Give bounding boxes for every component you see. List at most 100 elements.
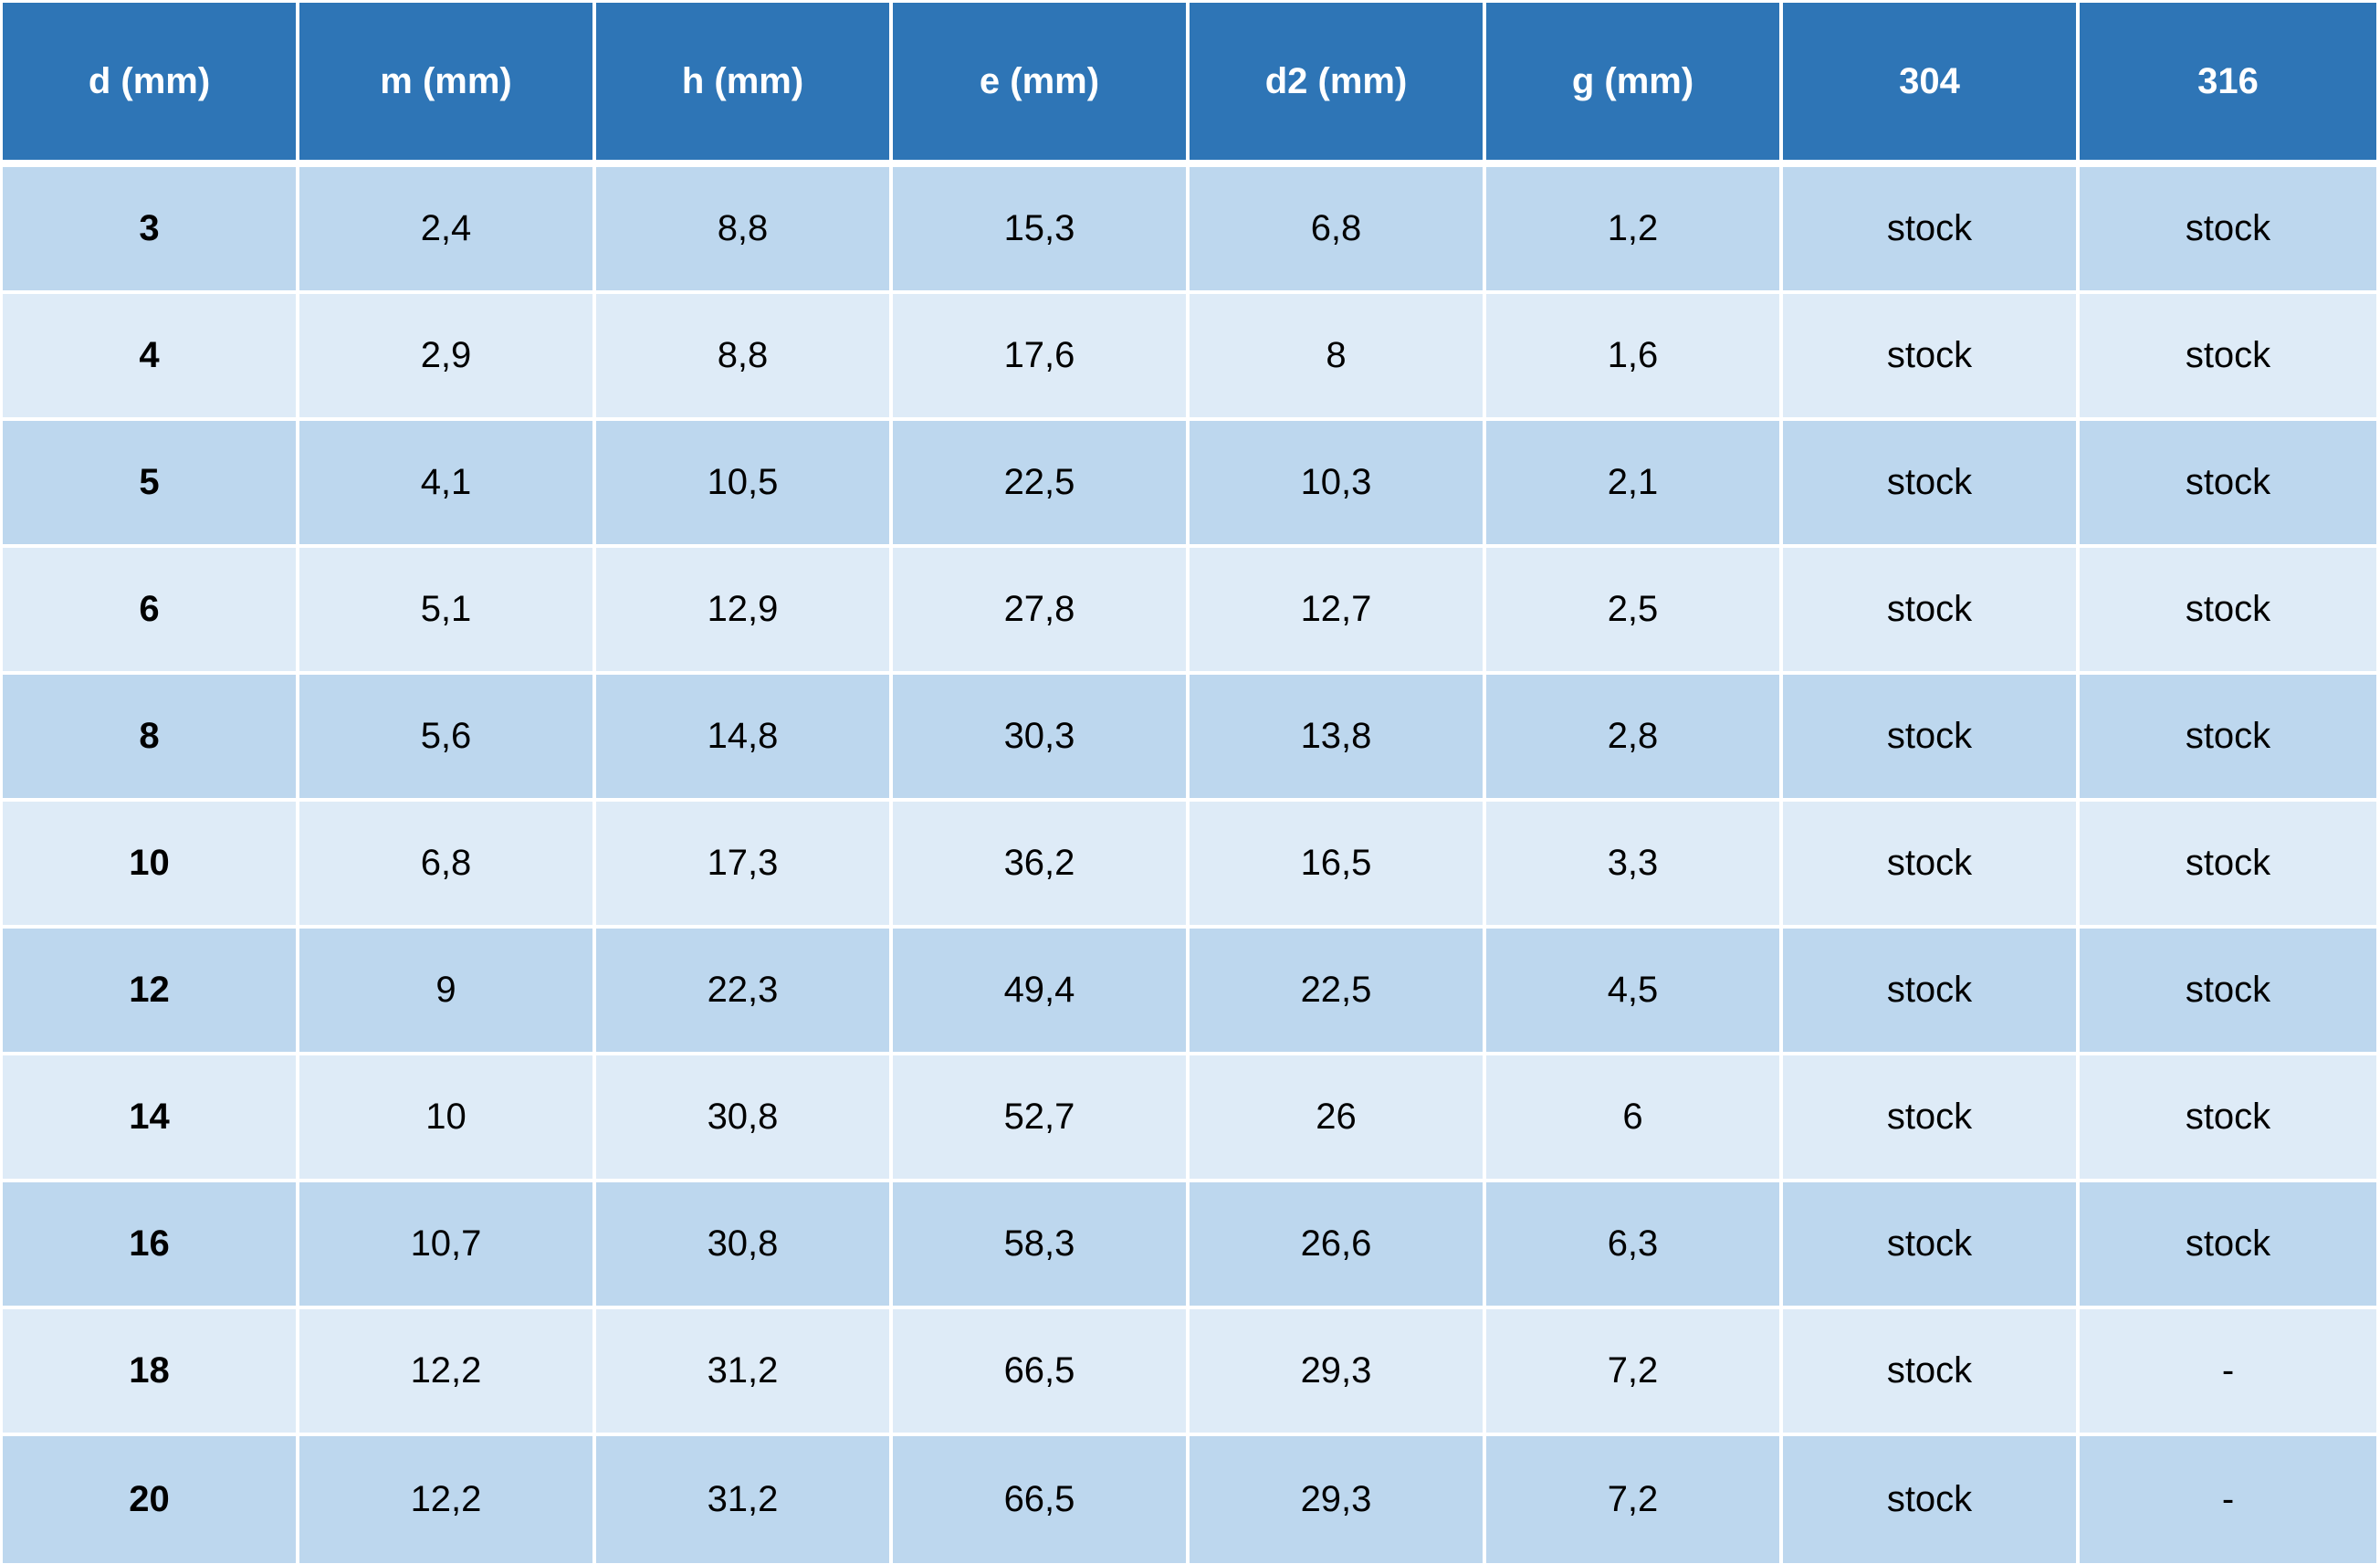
cell-d2: 13,8 [1190,675,1486,802]
cell-d2: 26,6 [1190,1182,1486,1309]
table-row: 5 4,1 10,5 22,5 10,3 2,1 stock stock [3,421,2376,548]
cell-304: stock [1783,421,2080,548]
cell-h: 30,8 [596,1055,893,1182]
cell-d2: 16,5 [1190,802,1486,929]
table-row: 18 12,2 31,2 66,5 29,3 7,2 stock - [3,1309,2376,1436]
table-row: 16 10,7 30,8 58,3 26,6 6,3 stock stock [3,1182,2376,1309]
cell-e: 36,2 [893,802,1190,929]
cell-304: stock [1783,548,2080,675]
cell-h: 31,2 [596,1309,893,1436]
cell-h: 10,5 [596,421,893,548]
header-cell-304: 304 [1783,3,2080,167]
cell-316: stock [2080,929,2376,1055]
cell-316: stock [2080,1055,2376,1182]
cell-m: 12,2 [299,1436,596,1563]
spec-table: d (mm) m (mm) h (mm) e (mm) d2 (mm) g (m… [3,3,2376,1563]
cell-d2: 8 [1190,294,1486,421]
cell-e: 58,3 [893,1182,1190,1309]
cell-304: stock [1783,929,2080,1055]
cell-304: stock [1783,675,2080,802]
cell-316: stock [2080,1182,2376,1309]
cell-316: stock [2080,294,2376,421]
cell-h: 31,2 [596,1436,893,1563]
cell-d2: 12,7 [1190,548,1486,675]
table-row: 8 5,6 14,8 30,3 13,8 2,8 stock stock [3,675,2376,802]
cell-h: 17,3 [596,802,893,929]
cell-e: 15,3 [893,167,1190,294]
cell-e: 17,6 [893,294,1190,421]
cell-e: 49,4 [893,929,1190,1055]
cell-g: 4,5 [1486,929,1783,1055]
cell-e: 66,5 [893,1436,1190,1563]
cell-d2: 10,3 [1190,421,1486,548]
cell-d: 14 [3,1055,299,1182]
cell-g: 6,3 [1486,1182,1783,1309]
cell-d: 5 [3,421,299,548]
cell-d: 20 [3,1436,299,1563]
cell-304: stock [1783,1309,2080,1436]
cell-304: stock [1783,1182,2080,1309]
cell-g: 7,2 [1486,1309,1783,1436]
cell-e: 22,5 [893,421,1190,548]
cell-d2: 29,3 [1190,1309,1486,1436]
cell-d: 8 [3,675,299,802]
cell-d: 18 [3,1309,299,1436]
cell-g: 2,8 [1486,675,1783,802]
cell-304: stock [1783,1055,2080,1182]
cell-m: 2,9 [299,294,596,421]
cell-316: - [2080,1436,2376,1563]
header-cell-d2: d2 (mm) [1190,3,1486,167]
cell-316: stock [2080,421,2376,548]
cell-m: 2,4 [299,167,596,294]
table-body: 3 2,4 8,8 15,3 6,8 1,2 stock stock 4 2,9 8,8 17,6 8 1… [3,167,2376,1563]
cell-d: 3 [3,167,299,294]
cell-g: 7,2 [1486,1436,1783,1563]
cell-m: 5,6 [299,675,596,802]
cell-h: 8,8 [596,167,893,294]
cell-316: stock [2080,167,2376,294]
cell-m: 12,2 [299,1309,596,1436]
cell-304: stock [1783,802,2080,929]
cell-d: 12 [3,929,299,1055]
cell-d2: 29,3 [1190,1436,1486,1563]
header-row: d (mm) m (mm) h (mm) e (mm) d2 (mm) g (m… [3,3,2376,167]
cell-m: 4,1 [299,421,596,548]
cell-m: 10 [299,1055,596,1182]
cell-304: stock [1783,167,2080,294]
table-row: 12 9 22,3 49,4 22,5 4,5 stock stock [3,929,2376,1055]
table-row: 6 5,1 12,9 27,8 12,7 2,5 stock stock [3,548,2376,675]
cell-d: 6 [3,548,299,675]
cell-h: 30,8 [596,1182,893,1309]
cell-316: - [2080,1309,2376,1436]
cell-316: stock [2080,675,2376,802]
cell-d2: 22,5 [1190,929,1486,1055]
table-row: 14 10 30,8 52,7 26 6 stock stock [3,1055,2376,1182]
cell-316: stock [2080,802,2376,929]
table-row: 4 2,9 8,8 17,6 8 1,6 stock stock [3,294,2376,421]
cell-g: 3,3 [1486,802,1783,929]
cell-m: 9 [299,929,596,1055]
cell-e: 30,3 [893,675,1190,802]
cell-h: 12,9 [596,548,893,675]
cell-h: 22,3 [596,929,893,1055]
header-cell-m: m (mm) [299,3,596,167]
cell-d: 10 [3,802,299,929]
header-cell-h: h (mm) [596,3,893,167]
table-header: d (mm) m (mm) h (mm) e (mm) d2 (mm) g (m… [3,3,2376,167]
cell-g: 6 [1486,1055,1783,1182]
cell-e: 52,7 [893,1055,1190,1182]
table-row: 20 12,2 31,2 66,5 29,3 7,2 stock - [3,1436,2376,1563]
header-cell-316: 316 [2080,3,2376,167]
cell-d: 16 [3,1182,299,1309]
cell-h: 14,8 [596,675,893,802]
table-row: 3 2,4 8,8 15,3 6,8 1,2 stock stock [3,167,2376,294]
cell-h: 8,8 [596,294,893,421]
cell-e: 27,8 [893,548,1190,675]
cell-m: 10,7 [299,1182,596,1309]
cell-m: 6,8 [299,802,596,929]
cell-d2: 26 [1190,1055,1486,1182]
cell-m: 5,1 [299,548,596,675]
cell-e: 66,5 [893,1309,1190,1436]
cell-304: stock [1783,294,2080,421]
